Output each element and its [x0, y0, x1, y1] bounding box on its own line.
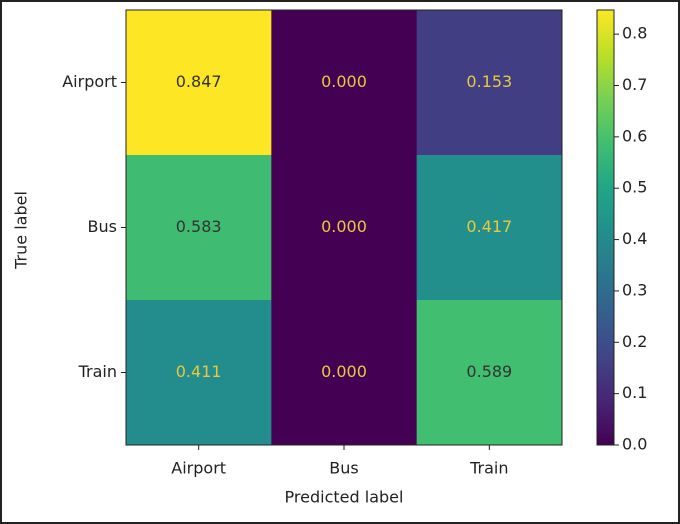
y-tick-label: Train	[78, 362, 117, 381]
colorbar-tick-label: 0.5	[622, 178, 647, 197]
cell-label: 0.000	[321, 362, 367, 381]
x-tick-label: Train	[469, 459, 508, 478]
cell	[416, 155, 563, 301]
cell-label: 0.847	[176, 72, 222, 91]
cell	[271, 300, 418, 446]
cell	[416, 300, 563, 446]
colorbar-tick-label: 0.7	[622, 75, 647, 94]
colorbar-tick-label: 0.0	[622, 435, 647, 454]
colorbar-tick-label: 0.4	[622, 229, 647, 248]
y-axis-label: True label	[12, 191, 31, 270]
cell	[126, 10, 272, 156]
cell	[126, 300, 272, 446]
colorbar-tick-label: 0.6	[622, 126, 647, 145]
cell	[126, 155, 272, 301]
x-tick-label: Airport	[171, 459, 226, 478]
cell	[271, 10, 418, 156]
cell-label: 0.589	[466, 362, 512, 381]
colorbar-tick-label: 0.2	[622, 332, 647, 351]
y-tick-label: Bus	[88, 217, 117, 236]
cell-label: 0.583	[176, 217, 222, 236]
x-axis-label: Predicted label	[285, 488, 404, 507]
colorbar	[596, 9, 615, 446]
colorbar-tick-label: 0.1	[622, 383, 647, 402]
cell-label: 0.000	[321, 72, 367, 91]
cell	[271, 155, 418, 301]
cell-label: 0.417	[466, 217, 512, 236]
cell-label: 0.000	[321, 217, 367, 236]
cell-label: 0.411	[176, 362, 222, 381]
cell-label: 0.153	[466, 72, 512, 91]
colorbar-tick-label: 0.8	[622, 24, 647, 43]
cell	[416, 10, 563, 156]
y-tick-label: Airport	[62, 72, 117, 91]
colorbar-tick-label: 0.3	[622, 280, 647, 299]
x-tick-label: Bus	[329, 459, 358, 478]
